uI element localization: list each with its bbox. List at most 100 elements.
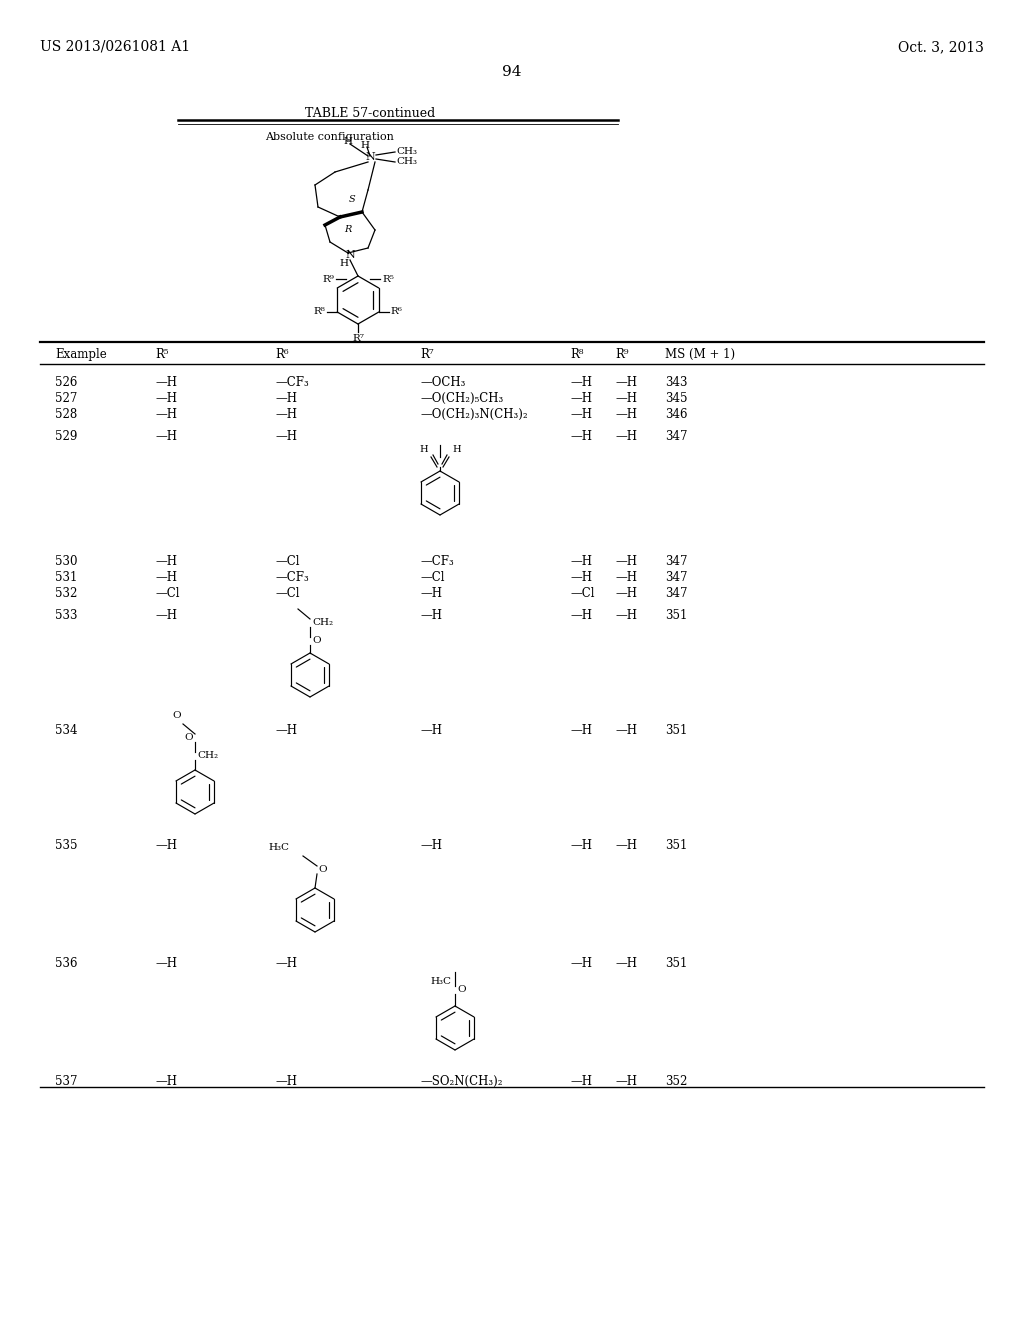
Text: —H: —H bbox=[570, 723, 592, 737]
Text: MS (M + 1): MS (M + 1) bbox=[665, 348, 735, 360]
Text: —H: —H bbox=[570, 840, 592, 851]
Text: —H: —H bbox=[570, 957, 592, 970]
Text: CH₃: CH₃ bbox=[396, 157, 417, 166]
Text: —OCH₃: —OCH₃ bbox=[420, 376, 465, 389]
Text: —H: —H bbox=[615, 840, 637, 851]
Text: —H: —H bbox=[155, 572, 177, 583]
Text: —H: —H bbox=[615, 376, 637, 389]
Text: —H: —H bbox=[615, 957, 637, 970]
Text: 94: 94 bbox=[502, 65, 522, 79]
Text: —H: —H bbox=[570, 376, 592, 389]
Text: 531: 531 bbox=[55, 572, 78, 583]
Text: —H: —H bbox=[155, 376, 177, 389]
Text: Absolute configuration: Absolute configuration bbox=[265, 132, 394, 143]
Text: 351: 351 bbox=[665, 957, 687, 970]
Text: 343: 343 bbox=[665, 376, 687, 389]
Text: —H: —H bbox=[570, 554, 592, 568]
Text: 346: 346 bbox=[665, 408, 687, 421]
Text: —H: —H bbox=[155, 840, 177, 851]
Text: —H: —H bbox=[155, 554, 177, 568]
Text: H: H bbox=[343, 137, 352, 147]
Text: —H: —H bbox=[155, 430, 177, 444]
Text: N: N bbox=[345, 249, 355, 260]
Text: —H: —H bbox=[570, 408, 592, 421]
Text: —H: —H bbox=[420, 840, 442, 851]
Text: 528: 528 bbox=[55, 408, 77, 421]
Text: —H: —H bbox=[570, 430, 592, 444]
Text: H: H bbox=[420, 445, 428, 454]
Text: 347: 347 bbox=[665, 572, 687, 583]
Text: 347: 347 bbox=[665, 554, 687, 568]
Text: 529: 529 bbox=[55, 430, 78, 444]
Text: O: O bbox=[173, 711, 181, 719]
Text: —H: —H bbox=[570, 572, 592, 583]
Text: 526: 526 bbox=[55, 376, 78, 389]
Text: R⁶: R⁶ bbox=[391, 308, 402, 317]
Text: R⁷: R⁷ bbox=[352, 334, 364, 343]
Text: —H: —H bbox=[155, 957, 177, 970]
Text: —H: —H bbox=[155, 1074, 177, 1088]
Text: O: O bbox=[312, 636, 321, 645]
Text: 352: 352 bbox=[665, 1074, 687, 1088]
Text: —H: —H bbox=[615, 1074, 637, 1088]
Text: —H: —H bbox=[570, 609, 592, 622]
Text: 345: 345 bbox=[665, 392, 687, 405]
Text: —H: —H bbox=[615, 430, 637, 444]
Text: 534: 534 bbox=[55, 723, 78, 737]
Text: 527: 527 bbox=[55, 392, 78, 405]
Text: —H: —H bbox=[615, 587, 637, 601]
Text: 351: 351 bbox=[665, 723, 687, 737]
Text: —SO₂N(CH₃)₂: —SO₂N(CH₃)₂ bbox=[420, 1074, 503, 1088]
Text: 351: 351 bbox=[665, 609, 687, 622]
Text: R⁹: R⁹ bbox=[615, 348, 629, 360]
Text: —CF₃: —CF₃ bbox=[420, 554, 454, 568]
Text: —Cl: —Cl bbox=[570, 587, 595, 601]
Text: —O(CH₂)₅CH₃: —O(CH₂)₅CH₃ bbox=[420, 392, 503, 405]
Text: —O(CH₂)₃N(CH₃)₂: —O(CH₂)₃N(CH₃)₂ bbox=[420, 408, 527, 421]
Text: R⁸: R⁸ bbox=[313, 308, 326, 317]
Text: 533: 533 bbox=[55, 609, 78, 622]
Text: R⁹: R⁹ bbox=[323, 275, 334, 284]
Text: —H: —H bbox=[615, 609, 637, 622]
Text: H: H bbox=[360, 140, 370, 149]
Text: —H: —H bbox=[275, 957, 297, 970]
Text: —H: —H bbox=[570, 392, 592, 405]
Text: —H: —H bbox=[570, 1074, 592, 1088]
Text: CH₂: CH₂ bbox=[312, 618, 333, 627]
Text: CH₃: CH₃ bbox=[396, 148, 417, 157]
Text: —Cl: —Cl bbox=[155, 587, 179, 601]
Text: N: N bbox=[366, 152, 375, 162]
Text: R⁵: R⁵ bbox=[155, 348, 169, 360]
Text: —Cl: —Cl bbox=[420, 572, 444, 583]
Text: —H: —H bbox=[615, 572, 637, 583]
Text: R⁸: R⁸ bbox=[570, 348, 584, 360]
Text: 532: 532 bbox=[55, 587, 78, 601]
Text: 536: 536 bbox=[55, 957, 78, 970]
Text: —H: —H bbox=[420, 609, 442, 622]
Text: Oct. 3, 2013: Oct. 3, 2013 bbox=[898, 40, 984, 54]
Text: R⁶: R⁶ bbox=[275, 348, 289, 360]
Text: O: O bbox=[184, 733, 193, 742]
Text: —H: —H bbox=[275, 1074, 297, 1088]
Text: H: H bbox=[340, 259, 348, 268]
Text: H: H bbox=[452, 445, 461, 454]
Text: O: O bbox=[457, 985, 466, 994]
Text: —CF₃: —CF₃ bbox=[275, 376, 309, 389]
Text: —H: —H bbox=[155, 609, 177, 622]
Text: 351: 351 bbox=[665, 840, 687, 851]
Text: 535: 535 bbox=[55, 840, 78, 851]
Text: 347: 347 bbox=[665, 587, 687, 601]
Text: O: O bbox=[318, 865, 327, 874]
Text: —Cl: —Cl bbox=[275, 587, 299, 601]
Text: —H: —H bbox=[615, 554, 637, 568]
Text: Example: Example bbox=[55, 348, 106, 360]
Text: 537: 537 bbox=[55, 1074, 78, 1088]
Text: —H: —H bbox=[155, 392, 177, 405]
Text: —H: —H bbox=[155, 408, 177, 421]
Text: —H: —H bbox=[420, 723, 442, 737]
Text: —H: —H bbox=[420, 587, 442, 601]
Text: 530: 530 bbox=[55, 554, 78, 568]
Text: S: S bbox=[349, 195, 355, 205]
Text: —H: —H bbox=[615, 408, 637, 421]
Text: —H: —H bbox=[615, 392, 637, 405]
